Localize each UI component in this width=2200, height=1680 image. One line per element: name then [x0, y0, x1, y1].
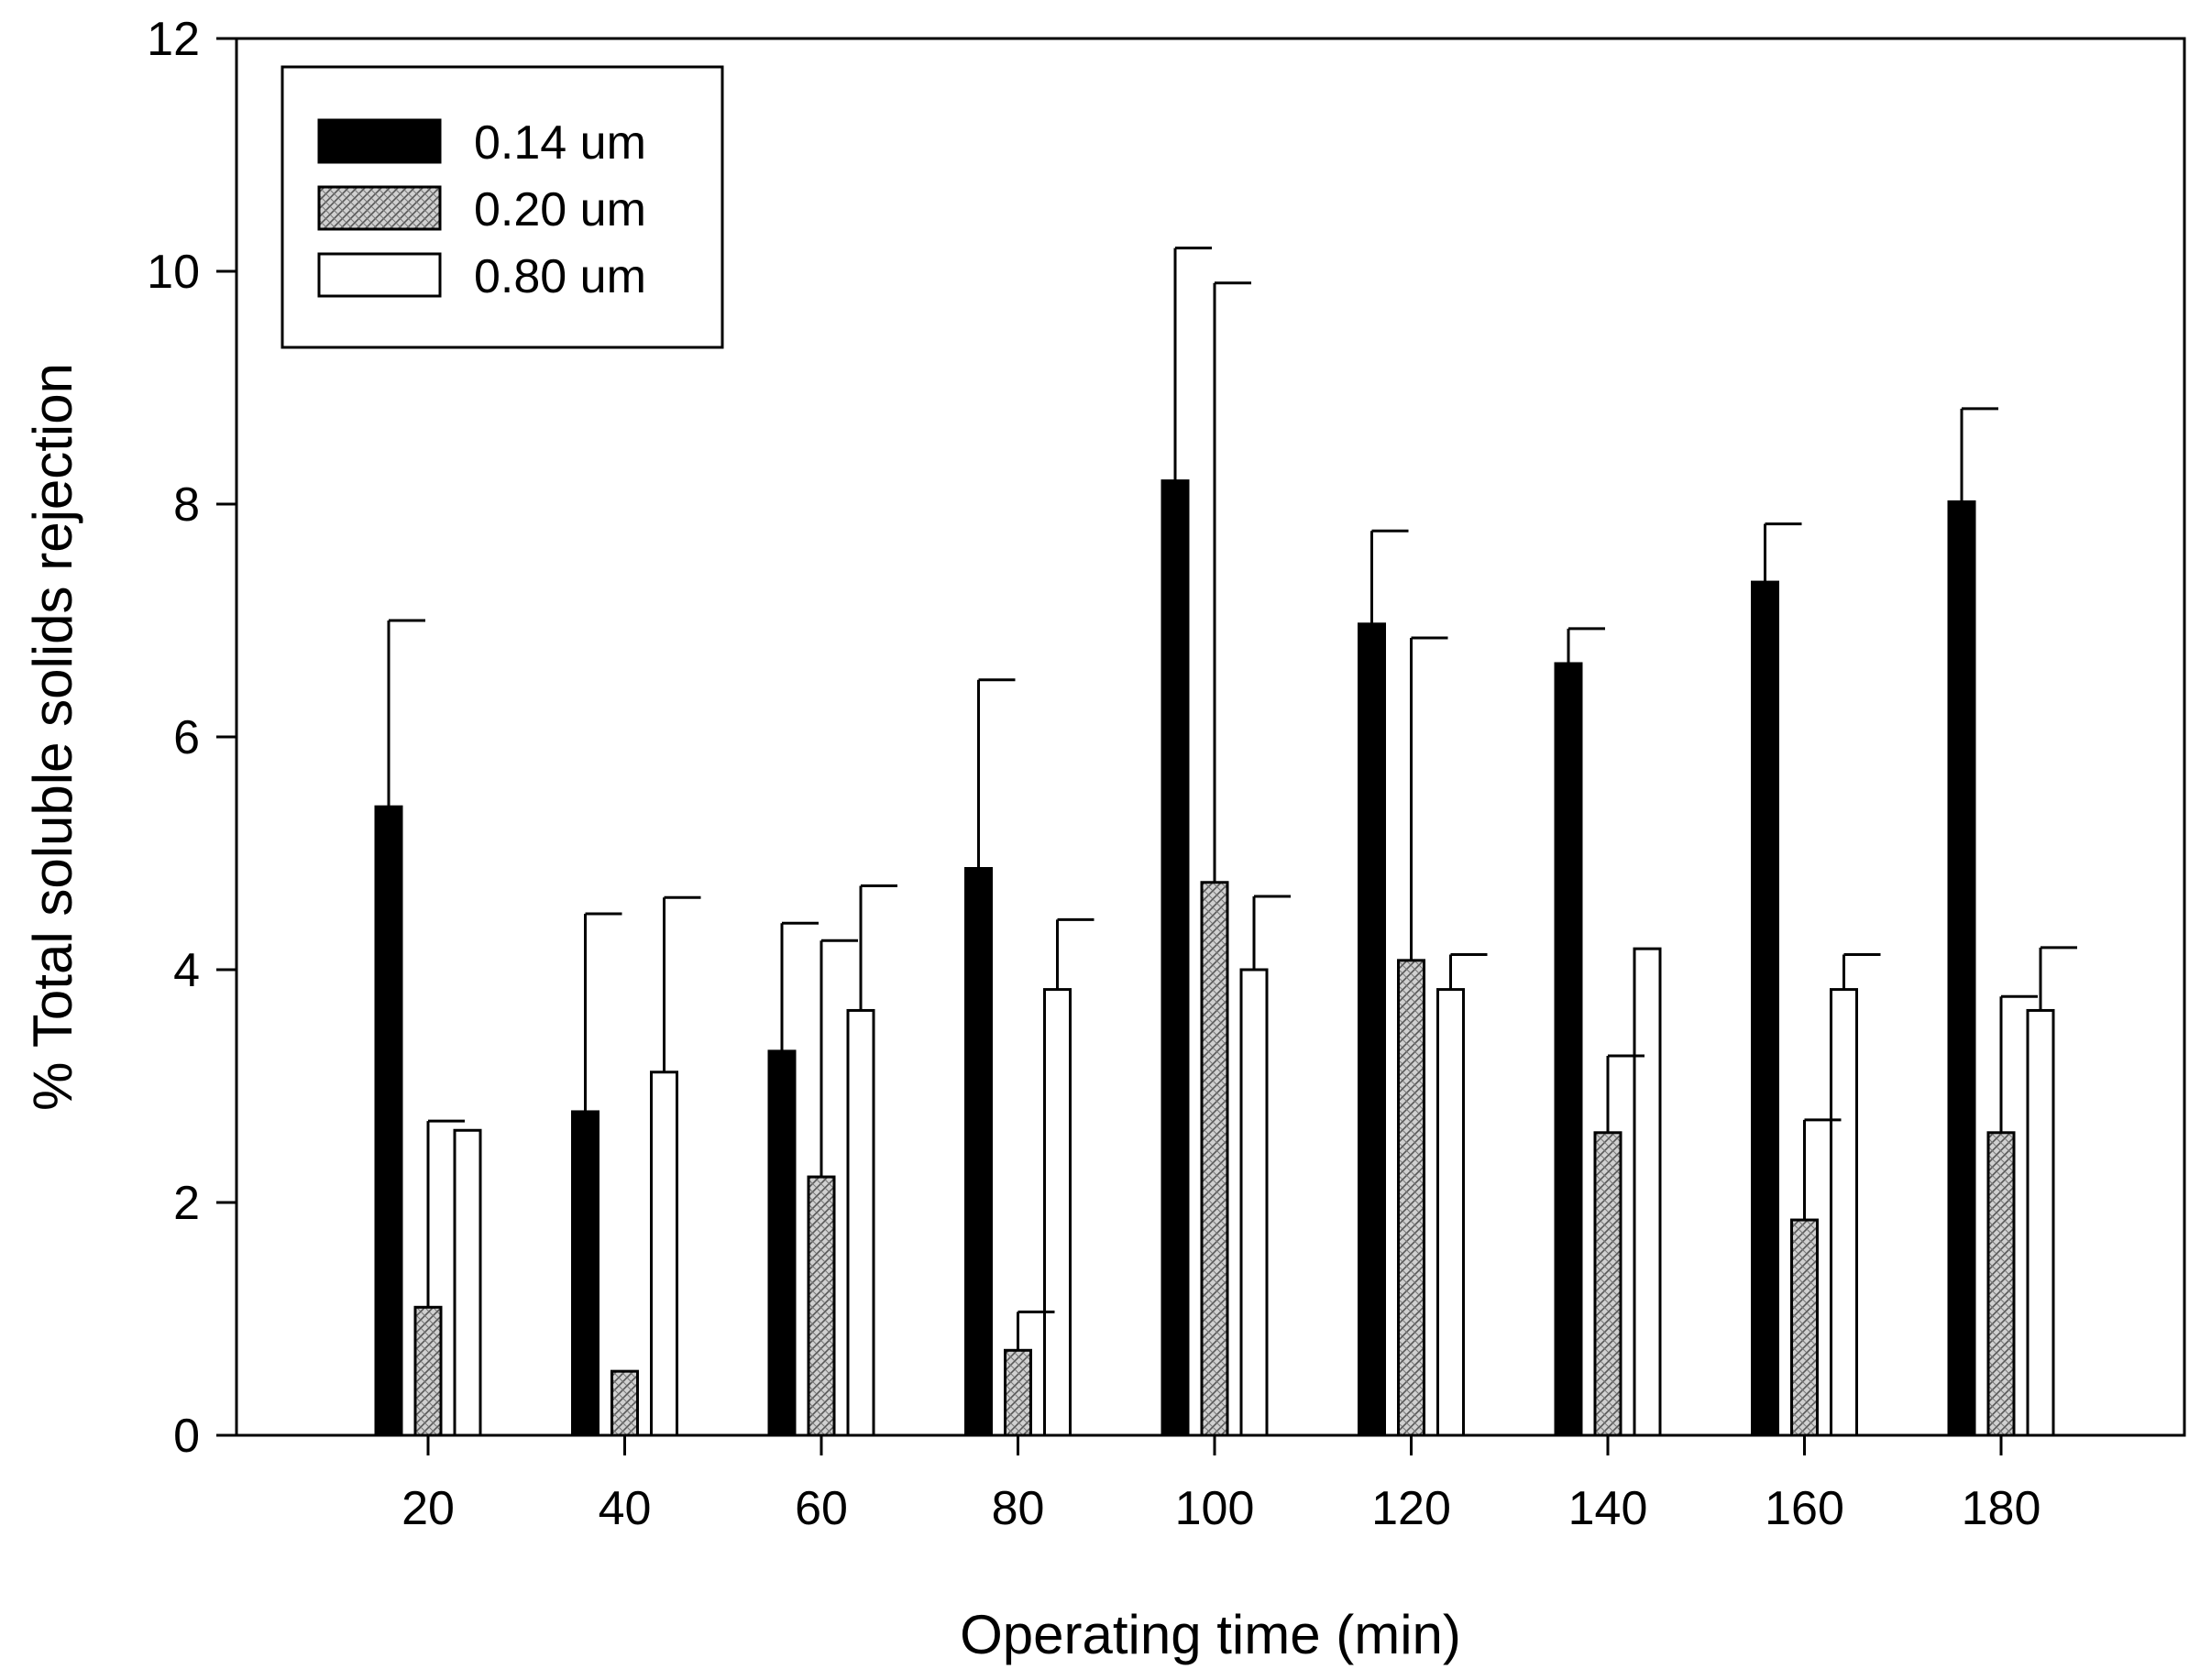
x-tick-label: 160	[1765, 1482, 1844, 1535]
bar-0-20-um-160	[1790, 1218, 1819, 1437]
bar-0-80-um-40	[650, 1071, 678, 1437]
bar-0-80-um-120	[1436, 988, 1465, 1437]
bar-0-80-um-100	[1239, 968, 1269, 1437]
bar-0-20-um-40	[610, 1369, 639, 1437]
bar-0-20-um-20	[413, 1305, 443, 1437]
bar-0-20-um-140	[1593, 1131, 1622, 1437]
legend-label-0-80-um: 0.80 um	[474, 250, 646, 303]
x-tick-label: 120	[1371, 1482, 1451, 1535]
bar-0-14-um-80	[964, 867, 993, 1437]
x-tick-label: 180	[1962, 1482, 2041, 1535]
x-axis: 20 40 60 80 100 120 140 160 180	[402, 1435, 2040, 1535]
y-axis-title: % Total soluble solids rejection	[22, 363, 83, 1111]
bar-0-20-um-180	[1986, 1131, 2016, 1437]
bar-0-14-um-120	[1358, 622, 1386, 1437]
y-tick-label: 6	[173, 711, 200, 764]
error-bar-group	[387, 247, 2077, 1351]
bar-0-20-um-100	[1200, 881, 1229, 1437]
bar-0-14-um-140	[1554, 662, 1583, 1437]
legend-swatch-0-20-um	[317, 185, 442, 231]
legend-box	[280, 65, 724, 349]
x-axis-title: Operating time (min)	[960, 1604, 1461, 1665]
x-tick-label: 60	[795, 1482, 848, 1535]
y-axis: 0 2 4 6 8 10 12	[147, 13, 236, 1463]
bar-0-80-um-180	[2026, 1008, 2055, 1437]
bar-0-14-um-160	[1751, 580, 1779, 1437]
y-tick-label: 2	[173, 1177, 200, 1230]
x-tick-label: 140	[1568, 1482, 1648, 1535]
bar-0-80-um-160	[1830, 988, 1858, 1437]
bar-0-80-um-80	[1043, 988, 1072, 1437]
bar-0-14-um-40	[571, 1110, 600, 1437]
bar-0-20-um-80	[1004, 1348, 1032, 1437]
x-tick-label: 80	[992, 1482, 1045, 1535]
bar-0-14-um-180	[1947, 500, 1976, 1437]
bar-0-20-um-60	[807, 1175, 836, 1437]
y-tick-label: 4	[173, 944, 200, 997]
legend-swatch-0-80-um	[317, 252, 442, 298]
legend-swatch-0-14-um	[317, 118, 442, 164]
x-tick-label: 100	[1175, 1482, 1255, 1535]
bar-0-80-um-60	[846, 1008, 875, 1437]
bar-0-20-um-120	[1397, 959, 1425, 1437]
bar-series-group	[374, 479, 2055, 1437]
bar-0-14-um-60	[767, 1049, 797, 1437]
y-tick-label: 8	[173, 478, 200, 532]
bar-0-14-um-100	[1160, 479, 1190, 1437]
x-tick-label: 20	[402, 1482, 455, 1535]
y-tick-label: 12	[147, 13, 200, 66]
bar-0-80-um-20	[453, 1128, 482, 1437]
x-tick-label: 40	[599, 1482, 652, 1535]
bar-0-14-um-20	[374, 805, 403, 1437]
y-tick-label: 10	[147, 246, 200, 299]
legend: 0.14 um 0.20 um 0.80 um	[280, 65, 724, 349]
bar-0-80-um-140	[1633, 947, 1662, 1437]
legend-label-0-20-um: 0.20 um	[474, 183, 646, 236]
y-tick-label: 0	[173, 1410, 200, 1463]
legend-label-0-14-um: 0.14 um	[474, 116, 646, 170]
